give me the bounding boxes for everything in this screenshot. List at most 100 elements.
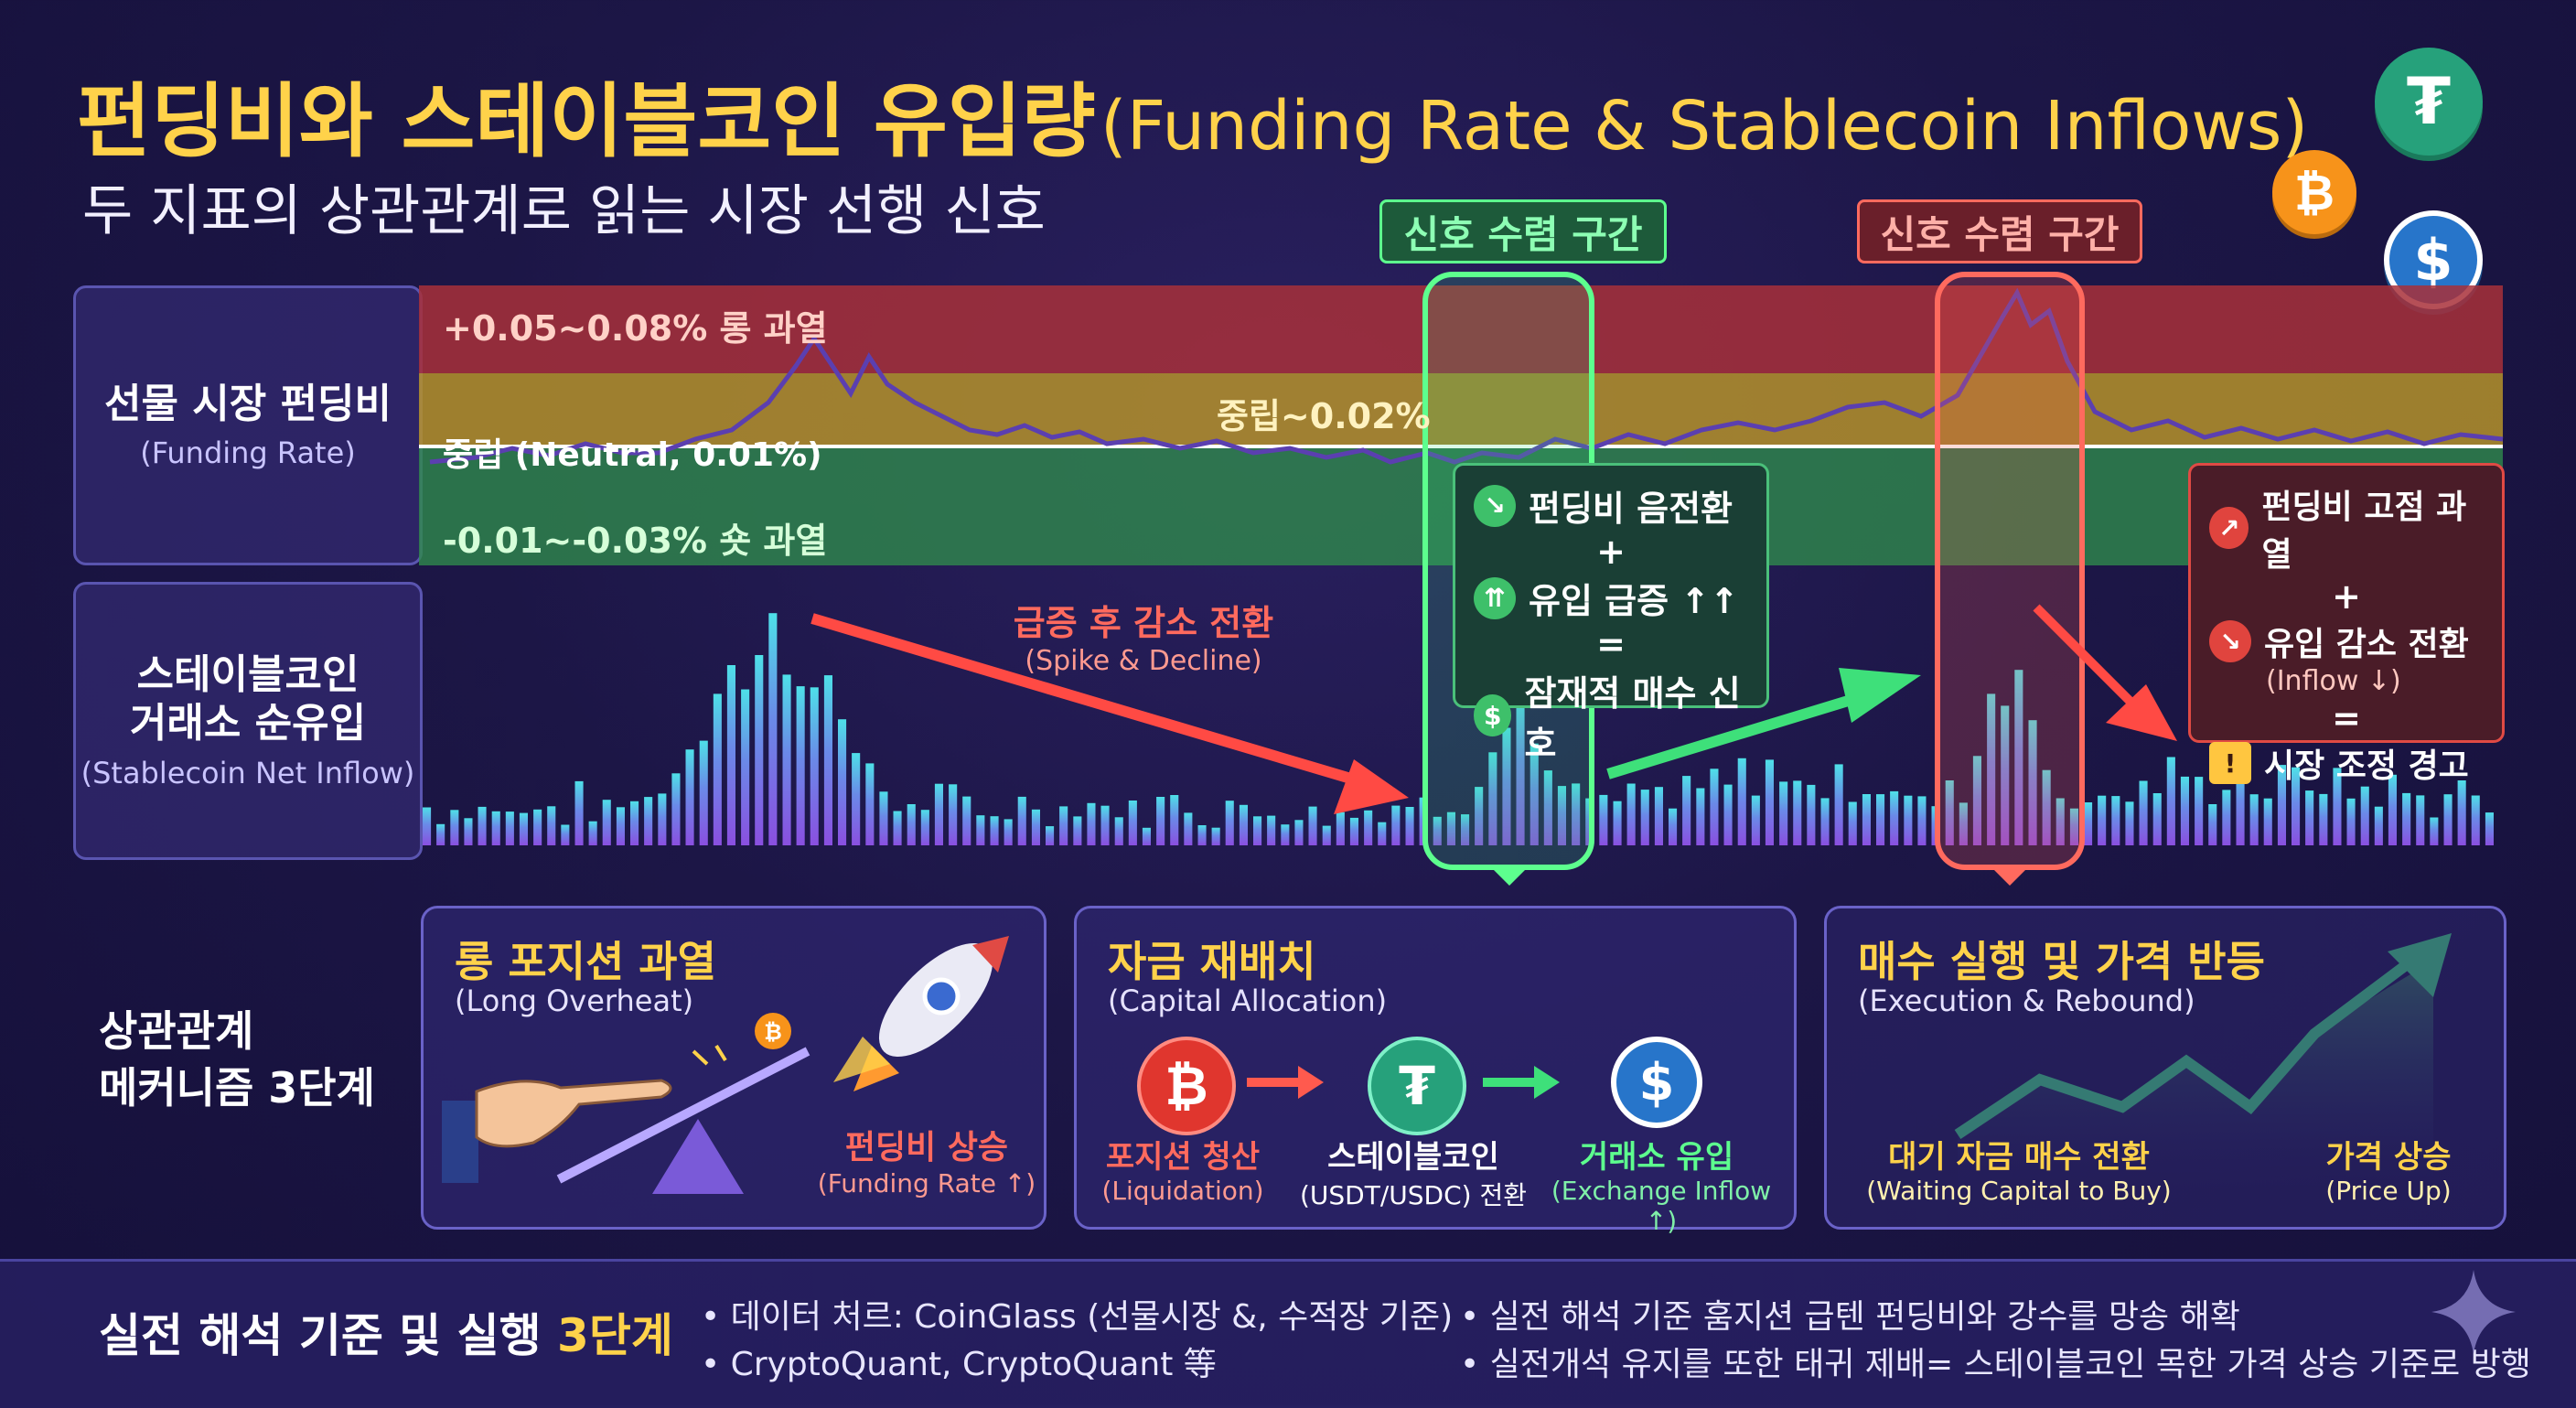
inflow-bar [423, 807, 432, 845]
card2-subtitle: (Capital Allocation) [1108, 983, 1388, 1018]
warning-row-1: ↗ 펀딩비 고점 과열 [2209, 480, 2484, 575]
price-up-label-en: (Price Up) [2325, 1176, 2452, 1206]
inflow-bar [1654, 787, 1663, 845]
inflow-bar [823, 675, 832, 845]
inflow-bar [699, 740, 708, 845]
warning-text-2-en: (Inflow ↓) [2266, 665, 2401, 697]
inflow-bar [1488, 752, 1497, 845]
inflow-bar [671, 773, 681, 845]
card3-title: 매수 실행 및 가격 반등 [1858, 937, 2265, 986]
inflow-bar [2249, 794, 2259, 845]
inflow-bar [2028, 720, 2037, 845]
inflow-bar [1599, 794, 1608, 845]
inflow-bar [796, 686, 805, 845]
buy-signal-row-2: ⇈ 유입 급증 ↑↑ [1474, 573, 1748, 623]
inflow-panel-title-1: 스테이블코인 [136, 651, 360, 699]
mechanism-label-2: 메커니즘 3단계 [99, 1063, 375, 1113]
inflow-bar [1765, 759, 1774, 845]
inflow-bar [1572, 783, 1581, 845]
inflow-bar [1779, 781, 1788, 845]
inflow-bar [2402, 792, 2411, 845]
inflow-bar [1156, 797, 1165, 845]
hand-sleeve [442, 1101, 478, 1183]
inflow-bar [2319, 793, 2328, 845]
inflow-bar [1446, 811, 1455, 845]
footer-bullet-2: • CryptoQuant, CryptoQuant 等 [701, 1346, 1217, 1383]
inflow-bar [2443, 794, 2453, 845]
inflow-bar [838, 719, 847, 845]
inflow-bar [1114, 817, 1123, 845]
inflow-bar [2292, 767, 2301, 845]
inflow-bar [1225, 801, 1234, 845]
seesaw-illustration: ₿ [442, 936, 1009, 1194]
card3-subtitle: (Execution & Rebound) [1858, 983, 2195, 1018]
neutral-band [419, 373, 2503, 446]
inflow-bar [561, 824, 570, 845]
warning-row-2: ↘ 유입 감소 전환 [2209, 618, 2484, 665]
inflow-panel: 스테이블코인 거래소 순유입 (Stablecoin Net Inflow) [73, 582, 423, 860]
inflow-bar [658, 793, 667, 845]
inflow-bar [1848, 801, 1857, 845]
warning-text-2: 유입 감소 전환 [2264, 626, 2469, 663]
inflow-bar [1613, 801, 1622, 845]
inflow-bar [2139, 780, 2148, 845]
buy-signal-row-1: ↘ 펀딩비 음전환 [1474, 480, 1748, 531]
red-signal-pill: 신호 수렴 구간 [1857, 199, 2142, 263]
inflow-bar [1959, 802, 1968, 845]
inflow-bar [1267, 815, 1276, 845]
warning-text-1: 펀딩비 고점 과열 [2261, 489, 2467, 574]
card2-title: 자금 재배치 [1108, 937, 1316, 986]
inflow-bar [2471, 795, 2480, 845]
inflow-bar [519, 812, 528, 845]
long-overheat-label: +0.05~0.08% 롱 과열 [443, 308, 828, 349]
inflow-bar [2055, 798, 2065, 845]
exchange-inflow-label: 거래소 유입 [1579, 1139, 1734, 1176]
neutral-label: 중립 (Neutral, 0.01%) [443, 436, 822, 474]
small-bitcoin-icon [755, 1013, 791, 1049]
inflow-bar [782, 674, 791, 845]
correction-warning-arrow [2033, 604, 2177, 741]
inflow-bar [2084, 802, 2093, 845]
inflow-bar [1723, 784, 1733, 845]
inflow-bar [865, 763, 875, 845]
footer-title-highlight: 3단계 [557, 1309, 673, 1362]
inflow-bar [1530, 743, 1539, 845]
bitcoin-liquidation-icon: ₿ [1137, 1037, 1236, 1135]
inflow-bar [574, 780, 584, 845]
usdc-icon: $ [1611, 1037, 1702, 1128]
inflow-bar [934, 783, 943, 845]
inflow-bar [1281, 824, 1290, 845]
inflow-bar [1793, 780, 1802, 845]
inflow-bar [1972, 756, 1981, 845]
inflow-bar [644, 797, 653, 845]
inflow-bar [616, 807, 625, 845]
inflow-bar [436, 823, 445, 845]
inflow-panel-title-2: 거래소 순유입 [129, 700, 367, 747]
inflow-bar [505, 811, 514, 845]
buy-signal-plus: + [1596, 532, 1626, 572]
tether-icon: ₮ [1368, 1037, 1466, 1135]
spike-label-en: (Spike & Decline) [1025, 645, 1262, 677]
rocket-icon [833, 936, 1009, 1091]
footer-title-main: 실전 해석 기준 및 실행 [99, 1309, 558, 1362]
inflow-bar [1461, 814, 1470, 845]
long-overheat-card: 롱 포지션 과열 (Long Overheat) ₿ 펀딩비 상승 (Fundi… [421, 906, 1046, 1230]
liquidation-label: 포지션 청산 [1105, 1139, 1261, 1176]
inflow-bar [2014, 670, 2023, 845]
title-english: (Funding Rate & Stablecoin Inflows) [1100, 87, 2309, 166]
inflow-bar [1031, 809, 1040, 845]
inflow-bar [2195, 777, 2204, 845]
inflow-bar [1211, 827, 1220, 845]
inflow-bar [1557, 786, 1566, 845]
inflow-bar [2277, 765, 2286, 845]
inflow-bar [1737, 758, 1746, 845]
footer-bullet-1: • 데이터 처르: CoinGlass (선물시장 &, 수적장 기준) [701, 1298, 1454, 1336]
inflow-bar [713, 693, 722, 845]
funding-panel-title: 선물 시장 펀딩비 [104, 380, 392, 427]
inflow-bar [1364, 810, 1373, 845]
inflow-bar [879, 791, 888, 845]
warning-text-3: 시장 조정 경고 [2264, 747, 2469, 785]
red-zone-pointer [1991, 867, 2028, 886]
inflow-bar [1696, 788, 1705, 845]
pointing-hand [475, 1079, 672, 1148]
